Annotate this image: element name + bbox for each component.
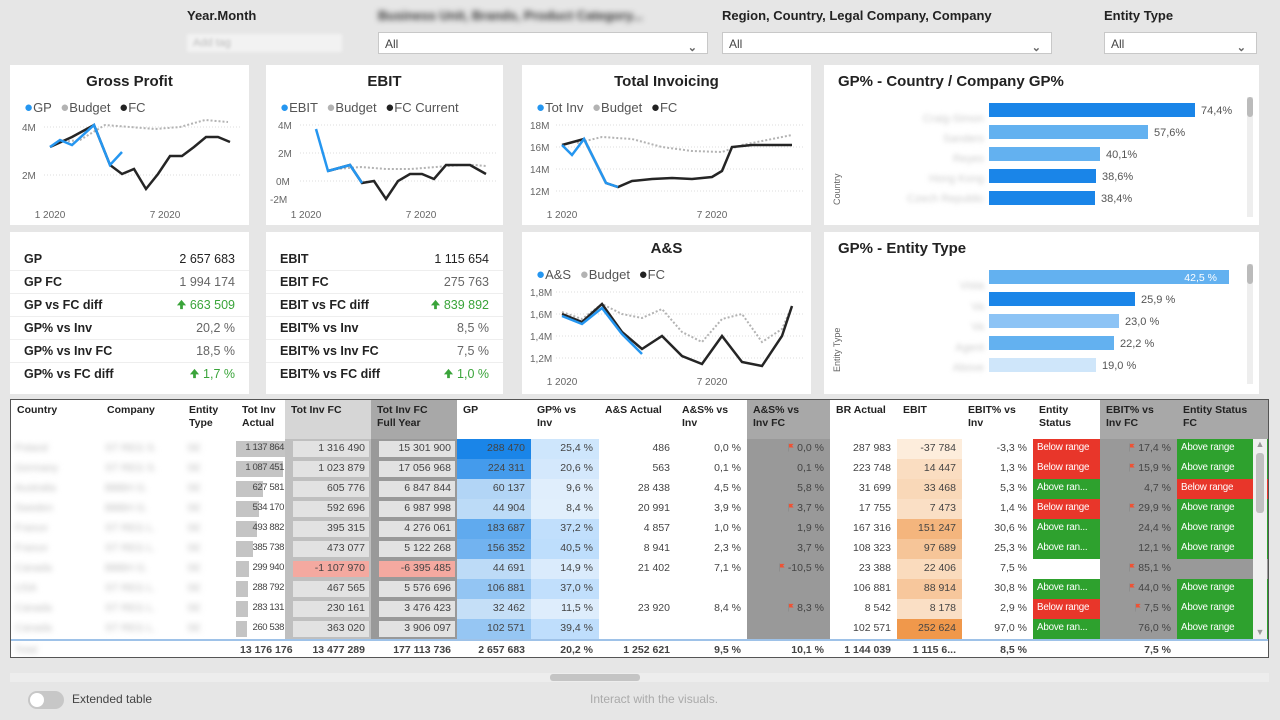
- svg-text:74,4%: 74,4%: [1201, 105, 1232, 117]
- svg-text:38,6%: 38,6%: [1102, 171, 1133, 183]
- svg-text:38,4%: 38,4%: [1101, 193, 1132, 205]
- svg-text:42,5 %: 42,5 %: [1184, 272, 1217, 284]
- svg-text:40,1%: 40,1%: [1106, 149, 1137, 161]
- svg-text:1,8M: 1,8M: [530, 288, 552, 299]
- svg-text:0M: 0M: [276, 177, 290, 188]
- svg-text:7 2020: 7 2020: [697, 377, 728, 388]
- svg-text:-2M: -2M: [270, 195, 287, 206]
- svg-text:18M: 18M: [530, 121, 549, 132]
- svg-text:1 2020: 1 2020: [291, 210, 322, 221]
- svg-text:16M: 16M: [530, 143, 549, 154]
- svg-text:7 2020: 7 2020: [150, 210, 181, 221]
- svg-text:23,0 %: 23,0 %: [1125, 316, 1159, 328]
- svg-text:2M: 2M: [22, 171, 36, 182]
- svg-text:4M: 4M: [278, 121, 292, 132]
- svg-text:1,6M: 1,6M: [530, 310, 552, 321]
- svg-text:14M: 14M: [530, 165, 549, 176]
- svg-text:7 2020: 7 2020: [406, 210, 437, 221]
- svg-text:57,6%: 57,6%: [1154, 127, 1185, 139]
- svg-text:4M: 4M: [22, 123, 36, 134]
- svg-text:1,2M: 1,2M: [530, 354, 552, 365]
- svg-text:25,9 %: 25,9 %: [1141, 294, 1175, 306]
- svg-text:1,4M: 1,4M: [530, 332, 552, 343]
- svg-text:1 2020: 1 2020: [35, 210, 66, 221]
- svg-text:7 2020: 7 2020: [697, 210, 728, 221]
- svg-text:19,0 %: 19,0 %: [1102, 360, 1136, 372]
- svg-text:2M: 2M: [278, 149, 292, 160]
- svg-text:22,2 %: 22,2 %: [1120, 338, 1154, 350]
- svg-text:12M: 12M: [530, 187, 549, 198]
- svg-text:1 2020: 1 2020: [547, 210, 578, 221]
- svg-text:1 2020: 1 2020: [547, 377, 578, 388]
